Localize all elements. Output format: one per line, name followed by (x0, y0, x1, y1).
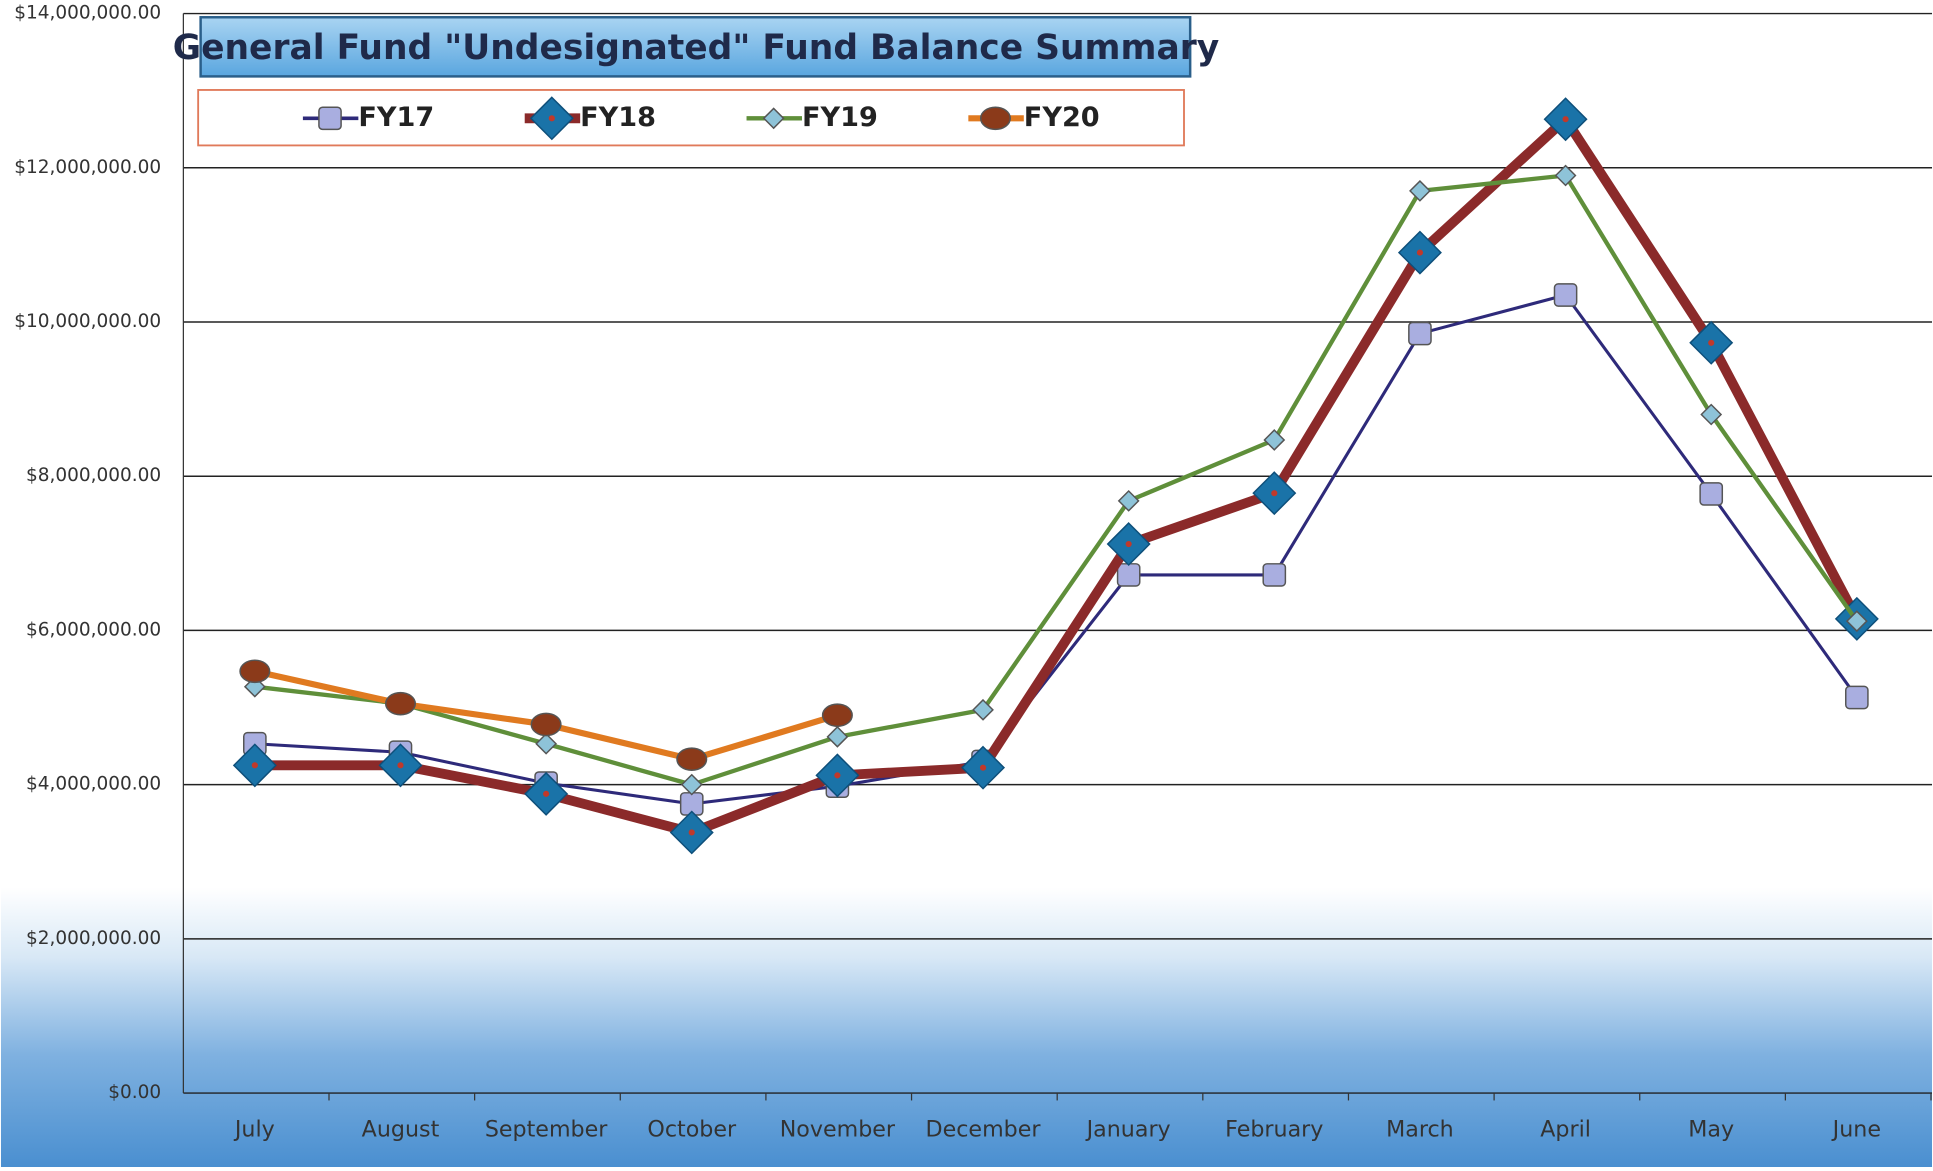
x-tick-label: July (233, 1117, 275, 1143)
y-tick-label: $14,000,000.00 (14, 3, 161, 24)
marker (972, 698, 994, 721)
x-tick-label: September (485, 1117, 608, 1143)
x-tick-label: April (1540, 1117, 1591, 1143)
marker-dot (251, 762, 258, 769)
y-tick-label: $0.00 (108, 1082, 161, 1103)
x-tick-label: March (1386, 1117, 1454, 1143)
marker-dot (1562, 116, 1569, 123)
y-tick-label: $10,000,000.00 (14, 311, 161, 332)
marker (1554, 164, 1577, 187)
marker (1845, 685, 1869, 710)
marker (535, 732, 558, 755)
legend-label: FY20 (1024, 102, 1100, 133)
marker-dot (834, 772, 841, 779)
series: FY20 (239, 102, 1100, 772)
marker (1699, 482, 1724, 506)
marker (1553, 283, 1578, 307)
x-tick-label: January (1085, 1117, 1171, 1143)
marker (821, 703, 853, 728)
marker (680, 773, 703, 796)
y-tick-label: $4,000,000.00 (26, 774, 161, 795)
marker-dot (1708, 339, 1715, 346)
x-tick-label: August (362, 1117, 440, 1143)
y-tick-label: $6,000,000.00 (26, 619, 161, 640)
marker (1700, 403, 1723, 426)
marker (1845, 610, 1868, 633)
marker (239, 659, 271, 684)
marker (979, 106, 1011, 131)
x-tick-label: May (1688, 1117, 1734, 1143)
marker-dot (543, 790, 550, 797)
marker-dot (1416, 249, 1424, 256)
x-tick-label: November (780, 1117, 896, 1143)
marker-dot (1125, 540, 1132, 548)
marker-dot (1271, 490, 1278, 497)
title-box (199, 16, 1192, 78)
x-tick-label: October (647, 1117, 737, 1143)
marker (1408, 321, 1432, 346)
marker (1409, 179, 1431, 202)
legend-label: FY18 (580, 102, 656, 133)
marker-dot (688, 829, 695, 836)
x-tick-label: December (926, 1117, 1042, 1143)
marker (676, 747, 708, 772)
marker (1262, 563, 1287, 587)
y-tick-label: $12,000,000.00 (14, 157, 161, 178)
marker-dot (397, 762, 404, 769)
marker (530, 712, 562, 737)
marker (1263, 429, 1286, 451)
line (254, 173, 1859, 787)
marker (1117, 489, 1140, 512)
marker-dot (979, 764, 987, 771)
line (254, 293, 1859, 806)
marker (318, 106, 342, 131)
marker (826, 725, 849, 748)
x-tick-label: June (1831, 1117, 1881, 1143)
series: FY19 (243, 102, 1868, 796)
marker (762, 107, 785, 130)
marker-dot (548, 115, 555, 122)
x-tick-label: February (1225, 1117, 1323, 1143)
line (254, 114, 1862, 838)
legend-label: FY17 (358, 102, 434, 133)
marker (1116, 563, 1141, 587)
legend-label: FY19 (802, 102, 878, 133)
y-tick-label: $2,000,000.00 (26, 928, 161, 949)
chart-title: General Fund "Undesignated" Fund Balance… (173, 28, 1219, 68)
series: FY18 (232, 96, 1879, 855)
background-band (0, 887, 1933, 1167)
marker (384, 691, 417, 716)
y-tick-label: $8,000,000.00 (26, 465, 161, 486)
